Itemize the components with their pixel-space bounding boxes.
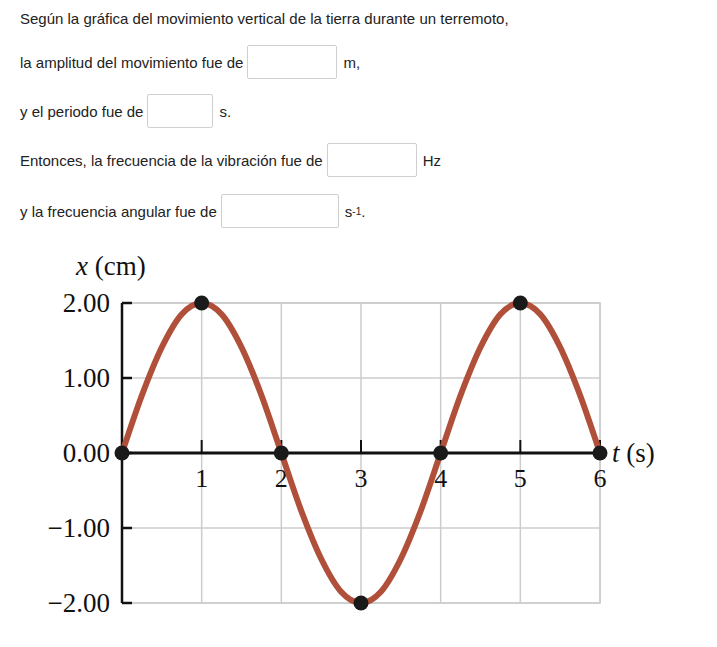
question-text: y la frecuencia angular fue de <box>20 203 217 220</box>
data-point <box>194 296 209 311</box>
axis-unit: (s) <box>620 438 655 468</box>
data-point <box>115 446 130 461</box>
question-row: la amplitud del movimiento fue de m, <box>20 44 360 80</box>
plot-area <box>115 296 608 611</box>
x-tick-label: 5 <box>514 464 527 493</box>
data-point <box>354 596 369 611</box>
data-point <box>513 296 528 311</box>
y-tick-label: 2.00 <box>63 288 110 318</box>
answer-input[interactable] <box>247 45 337 79</box>
question-text: Entonces, la frecuencia de la vibración … <box>20 152 323 169</box>
x-tick-label: 6 <box>594 464 607 493</box>
y-axis-label: x (cm) <box>75 251 146 281</box>
x-tick <box>360 440 362 453</box>
question-text: y el periodo fue de <box>20 103 143 120</box>
punctuation: . <box>361 203 365 220</box>
unit-text: Hz <box>423 152 441 169</box>
data-line <box>122 303 600 603</box>
answer-input[interactable] <box>221 194 339 228</box>
y-tick-label: −1.00 <box>48 513 110 543</box>
question-row: Entonces, la frecuencia de la vibración … <box>20 142 441 178</box>
y-tick <box>122 527 132 530</box>
data-point <box>433 446 448 461</box>
unit-text: m, <box>343 54 360 71</box>
y-tick-label: −2.00 <box>48 588 110 618</box>
plot-frame <box>122 303 600 603</box>
x-axis-label: t (s) <box>612 438 655 468</box>
grid-line <box>360 303 362 603</box>
y-tick <box>122 377 132 380</box>
x-tick <box>201 440 203 453</box>
answer-input[interactable] <box>327 143 417 177</box>
data-point <box>593 446 608 461</box>
y-tick <box>122 302 132 305</box>
answer-input[interactable] <box>147 94 213 128</box>
question-row: y la frecuencia angular fue de s-1. <box>20 193 365 229</box>
grid-line <box>520 303 522 603</box>
grid-line <box>122 377 600 379</box>
chart: 2.001.000.00−1.00−2.00123456x (cm)t (s) <box>0 0 717 647</box>
question-row: y el periodo fue de s. <box>20 93 231 129</box>
data-point <box>274 446 289 461</box>
x-tick-label: 3 <box>355 464 368 493</box>
unit-text: s <box>345 203 353 220</box>
axis-unit: (cm) <box>88 251 146 281</box>
grid-line <box>122 527 600 529</box>
grid-line <box>201 303 203 603</box>
unit-text: s. <box>219 103 231 120</box>
axis-symbol: x <box>75 251 88 281</box>
x-tick <box>519 440 521 453</box>
y-tick-label: 1.00 <box>63 363 110 393</box>
unit-superscript: -1 <box>352 206 361 217</box>
question-text: la amplitud del movimiento fue de <box>20 54 243 71</box>
y-tick <box>122 602 132 605</box>
x-tick-label: 1 <box>195 464 208 493</box>
y-tick-label: 0.00 <box>63 438 110 468</box>
intro-text: Según la gráfica del movimiento vertical… <box>20 0 509 36</box>
